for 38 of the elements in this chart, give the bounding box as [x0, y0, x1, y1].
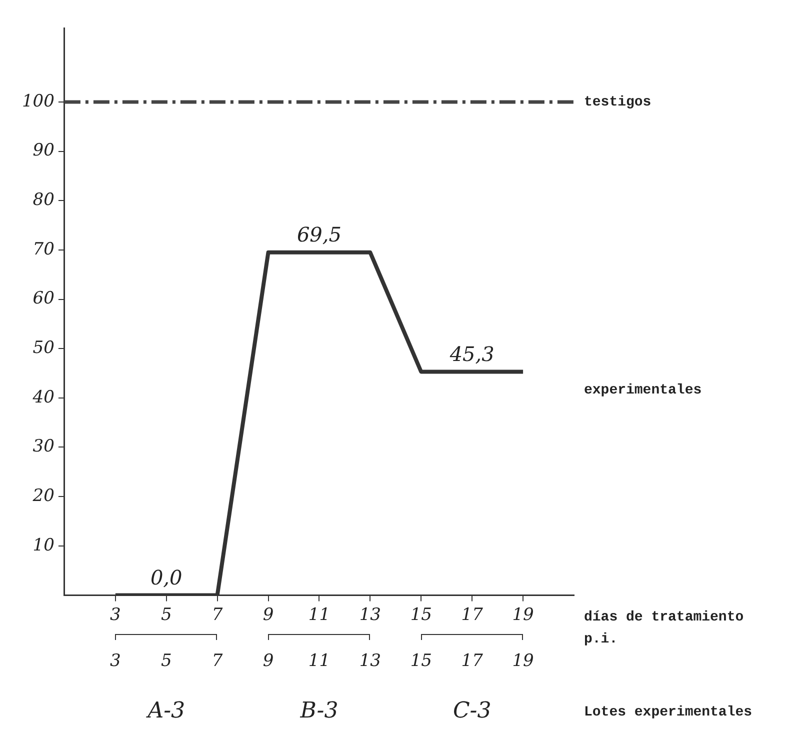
- y-tick-label: 50: [32, 338, 55, 358]
- x2-tick-label: 9: [262, 651, 274, 672]
- y-tick-label: 70: [32, 239, 55, 260]
- x-tick-label: 3: [110, 604, 121, 625]
- x-tick-label: 5: [160, 604, 172, 625]
- y-tick-label: 80: [32, 190, 55, 210]
- x2-tick-label: 7: [212, 651, 223, 672]
- x2-axis-title: Lotes experimentales: [584, 704, 752, 721]
- ref-line-label: testigos: [584, 94, 652, 111]
- y-tick-label: 40: [32, 387, 55, 408]
- x-tick-label: 11: [308, 604, 330, 625]
- x-tick-label: 13: [359, 604, 381, 625]
- x2-tick-label: 5: [160, 651, 172, 672]
- y-tick-label: 90: [32, 140, 55, 161]
- x2-tick-label: 19: [512, 651, 534, 672]
- y-tick-label: 100: [22, 91, 55, 112]
- data-label: 0,0: [150, 565, 183, 590]
- x2-tick-label: 15: [410, 651, 432, 672]
- y-tick-label: 20: [32, 486, 55, 506]
- text: B-3: [299, 698, 338, 724]
- x-tick-label: 7: [212, 604, 223, 625]
- text: experimentales: [584, 382, 702, 398]
- text: A-3: [146, 698, 186, 724]
- x2-tick-label: 3: [110, 651, 121, 672]
- data-label: 45,3: [448, 342, 494, 366]
- x-tick-label: 9: [262, 604, 274, 625]
- data-label: 69,5: [296, 222, 342, 247]
- y-tick-label: 60: [32, 288, 55, 309]
- x-tick-label: 17: [461, 604, 484, 625]
- x2-tick-label: 13: [359, 651, 381, 672]
- x2-tick-label: 11: [308, 651, 330, 672]
- text: C-3: [452, 698, 492, 724]
- x-tick-label: 15: [410, 604, 432, 625]
- x2-tick-label: 17: [461, 651, 484, 672]
- y-tick-label: 10: [32, 535, 55, 556]
- y-tick-label: 30: [32, 436, 55, 457]
- x-tick-label: 19: [512, 604, 534, 625]
- x-axis-title: días de tratamiento p.i.: [584, 610, 744, 648]
